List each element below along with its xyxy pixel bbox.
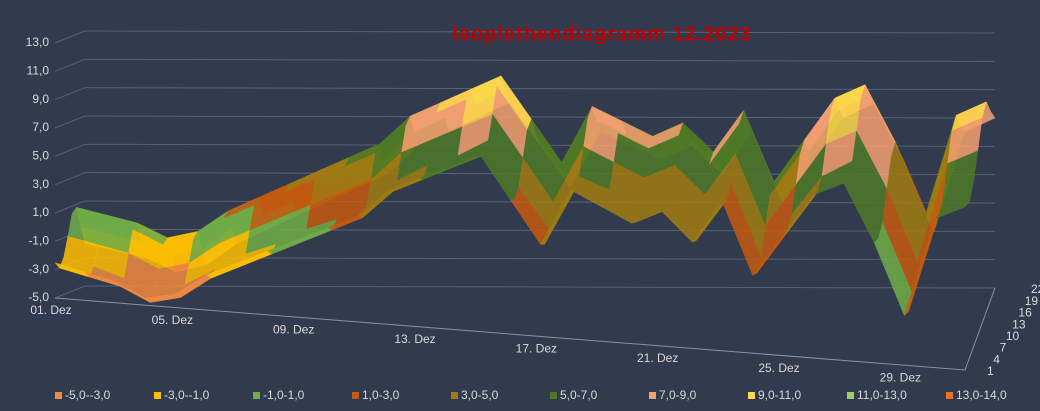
legend-label: 13,0-14,0 (956, 388, 1007, 402)
grid-line (54, 58, 86, 72)
x-tick-label: 21. Dez (637, 351, 678, 365)
legend-label: -1,0-1,0 (263, 388, 305, 402)
y-tick-label: -5,0 (28, 290, 49, 304)
axis-line (54, 287, 996, 371)
grid-line (54, 30, 86, 44)
legend-label: 1,0-3,0 (362, 388, 400, 402)
depth-tick-label: 16 (1018, 306, 1032, 320)
y-tick-label: 13,0 (26, 35, 50, 49)
x-tick-label: 05. Dez (152, 313, 193, 327)
y-tick-label: 11,0 (27, 64, 50, 78)
legend-swatch (352, 392, 359, 399)
grid-line (84, 58, 996, 62)
y-tick-label: 1,0 (32, 205, 49, 219)
legend-swatch (649, 392, 656, 399)
grid-line (84, 30, 996, 34)
y-tick-label: -1,0 (28, 234, 49, 248)
x-tick-label: 25. Dez (758, 361, 799, 375)
y-tick-label: 5,0 (32, 149, 49, 163)
legend-swatch (154, 392, 161, 399)
grid-line (84, 87, 996, 91)
y-tick-label: 9,0 (32, 92, 49, 106)
legend-swatch (55, 392, 62, 399)
depth-tick-label: 10 (1006, 329, 1020, 343)
x-tick-label: 09. Dez (273, 322, 314, 336)
legend-label: 9,0-11,0 (758, 388, 801, 402)
legend-swatch (748, 392, 755, 399)
x-tick-label: 13. Dez (394, 332, 435, 346)
y-tick-label: -3,0 (28, 262, 49, 276)
depth-tick-label: 19 (1025, 294, 1039, 308)
plot: -5,0 -3,0 -1,0 1,0 3,0 5,0 7,0 9,0 11,0 13,0 01. D… (26, 30, 1040, 384)
grid-line (54, 200, 86, 214)
x-tick-label: 29. Dez (880, 370, 921, 384)
depth-tick-label: 7 (1000, 341, 1007, 355)
legend-swatch (550, 392, 557, 399)
grid-line (54, 115, 86, 129)
grid-line (54, 172, 86, 186)
grid-line (84, 285, 996, 289)
depth-tick-label: 22 (1031, 282, 1040, 296)
grid-line (54, 143, 86, 157)
grid-line (54, 87, 86, 101)
legend-swatch (253, 392, 260, 399)
legend-label: 7,0-9,0 (659, 388, 697, 402)
legend-swatch (847, 392, 854, 399)
y-tick-label: 7,0 (32, 120, 49, 134)
depth-tick-label: 13 (1012, 317, 1026, 331)
legend-label: 11,0-13,0 (857, 388, 907, 402)
y-tick-label: 3,0 (32, 177, 49, 191)
x-tick-label: 01. Dez (30, 303, 71, 317)
legend-label: -5,0--3,0 (65, 388, 111, 402)
legend-swatch (451, 392, 458, 399)
legend-label: -3,0--1,0 (164, 388, 210, 402)
x-tick-label: 17. Dez (516, 342, 557, 356)
depth-tick-label: 4 (993, 352, 1000, 366)
legend-label: 3,0-5,0 (461, 388, 499, 402)
chart-title: Isoplethendiagramm 12.2023 (452, 23, 751, 45)
surface-cell (934, 202, 970, 220)
grid-line (54, 285, 86, 299)
legend-label: 5,0-7,0 (560, 388, 598, 402)
depth-tick-label: 1 (987, 364, 994, 378)
legend-swatch (946, 392, 953, 399)
